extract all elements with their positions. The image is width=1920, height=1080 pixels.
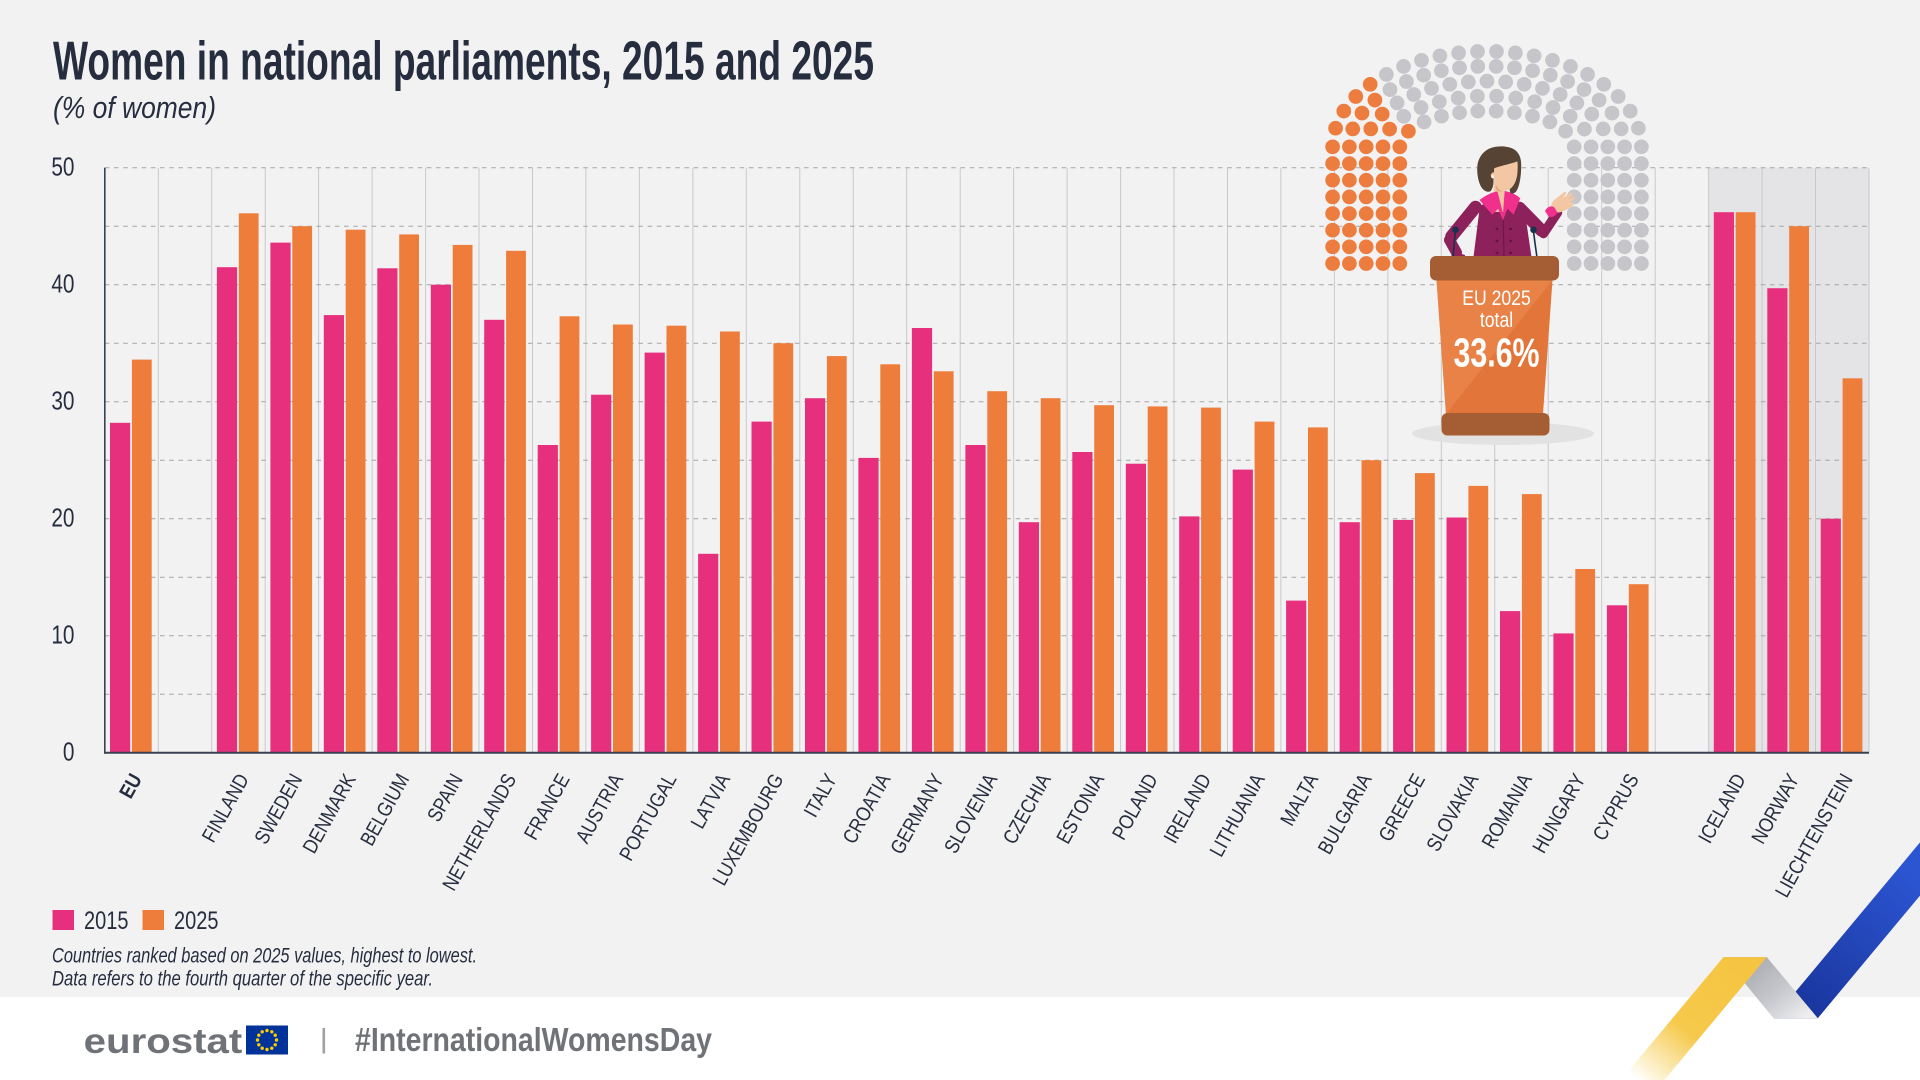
- svg-text:40: 40: [51, 269, 74, 298]
- svg-text:total: total: [1480, 308, 1513, 332]
- svg-text:Countries ranked based on 2025: Countries ranked based on 2025 values, h…: [52, 945, 477, 968]
- svg-text:33.6%: 33.6%: [1453, 330, 1539, 375]
- svg-text:Data refers to the fourth quar: Data refers to the fourth quarter of the…: [52, 968, 433, 991]
- svg-text:2015: 2015: [84, 907, 128, 935]
- svg-text:Women in national parliaments,: Women in national parliaments, 2015 and …: [53, 30, 874, 92]
- svg-text:10: 10: [51, 620, 74, 649]
- svg-text:(% of women): (% of women): [53, 90, 216, 125]
- svg-text:eurostat: eurostat: [84, 1022, 243, 1061]
- svg-text:50: 50: [51, 152, 74, 181]
- svg-text:#InternationalWomensDay: #InternationalWomensDay: [355, 1021, 713, 1058]
- svg-text:30: 30: [51, 386, 74, 415]
- svg-text:EU 2025: EU 2025: [1462, 286, 1531, 310]
- svg-text:0: 0: [63, 737, 75, 766]
- svg-text:20: 20: [51, 503, 74, 532]
- svg-text:2025: 2025: [174, 907, 218, 935]
